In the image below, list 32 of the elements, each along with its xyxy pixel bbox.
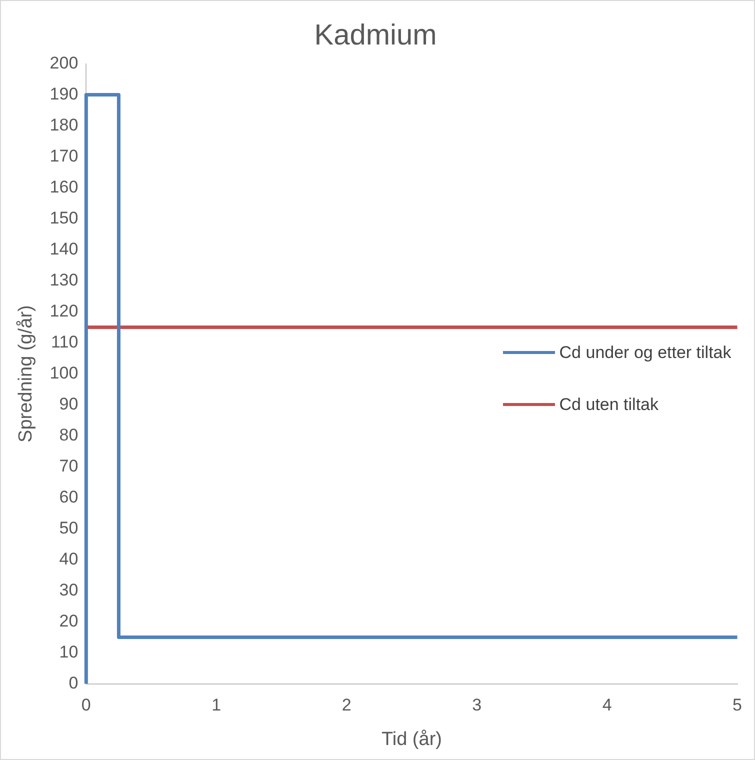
y-tick-label: 100 [50,363,78,382]
y-tick-label: 180 [50,115,78,134]
y-tick-label: 160 [50,177,78,196]
y-tick-label: 140 [50,239,78,258]
y-tick-label: 40 [59,549,78,568]
x-tick-label: 3 [472,696,482,715]
y-tick-label: 30 [59,580,78,600]
y-tick-label: 80 [59,425,78,444]
x-tick-label: 1 [212,696,222,715]
y-tick-label: 20 [59,611,78,630]
y-tick-label: 110 [51,332,78,352]
y-axis-title: Spredning (g/år) [16,305,37,442]
x-tick-label: 2 [342,696,352,715]
chart-title: Kadmium [314,19,437,52]
y-tick-label: 70 [59,456,78,476]
x-tick-label: 4 [602,696,612,715]
y-tick-label: 90 [59,394,78,414]
y-tick-label: 0 [68,673,78,692]
y-tick-label: 60 [59,487,78,506]
y-tick-label: 190 [50,84,78,104]
y-tick-label: 200 [50,53,78,72]
y-tick-label: 120 [50,301,78,320]
y-tick-label: 50 [59,518,78,538]
y-tick-label: 10 [59,642,78,662]
y-tick-label: 150 [50,208,78,228]
x-tick-label: 5 [732,696,742,715]
y-tick-label: 170 [50,146,78,166]
y-tick-label: 130 [50,270,78,290]
legend-label: Cd uten tiltak [559,394,659,415]
x-tick-label: 0 [81,696,91,715]
x-axis-title: Tid (år) [381,728,442,750]
legend-label: Cd under og etter tiltak [559,342,732,363]
